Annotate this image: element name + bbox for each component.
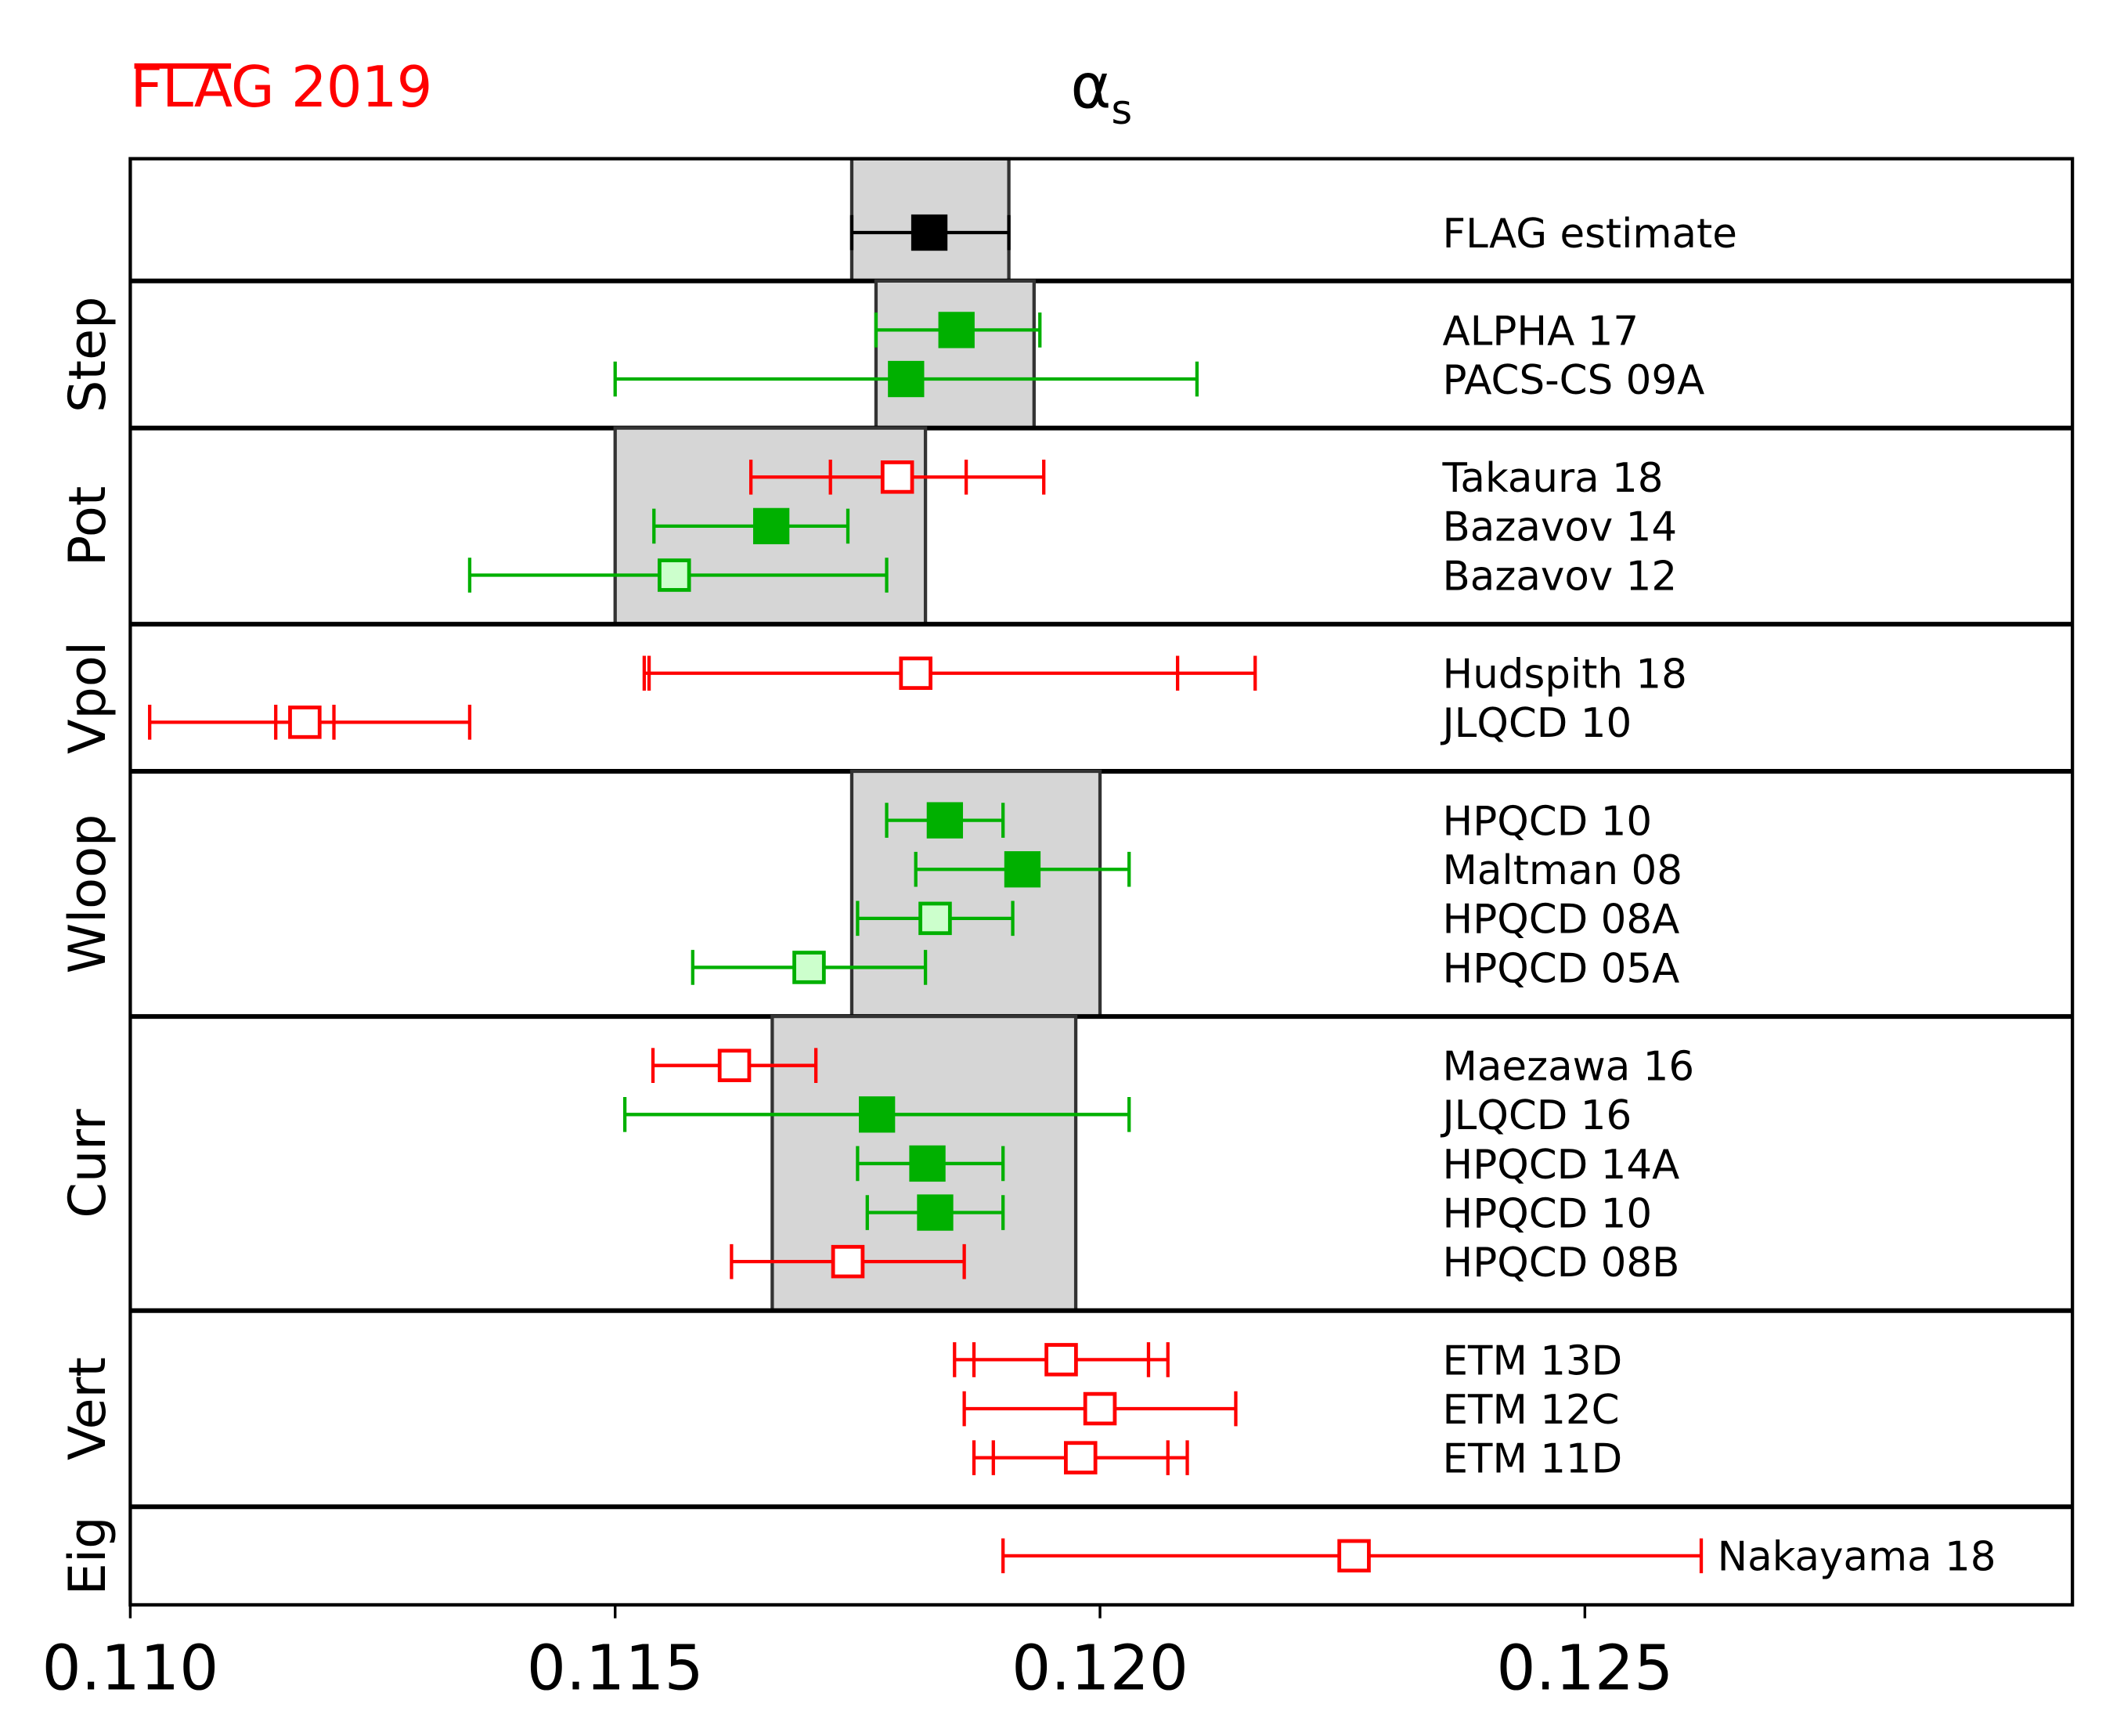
entry-label: HPQCD 10 [1443, 798, 1653, 845]
panel-label: Vert [58, 1357, 117, 1460]
marker [938, 312, 975, 348]
panel-label: Curr [58, 1109, 117, 1218]
data-point: Bazavov 12 [467, 553, 1678, 600]
entry-label: Nakayama 18 [1718, 1534, 1996, 1581]
entry-label: HPQCD 08A [1443, 897, 1680, 944]
marker [888, 360, 925, 398]
data-point: Bazavov 14 [652, 504, 1678, 551]
panel-label: Pot [58, 486, 117, 566]
marker [911, 214, 948, 251]
entry-label: HPQCD 10 [1443, 1190, 1653, 1237]
data-point: FLAG estimate [849, 211, 1737, 258]
data-point: PACS-CS 09A [613, 357, 1705, 404]
marker [880, 460, 914, 494]
entry-label: Bazavov 12 [1443, 553, 1678, 600]
data-point: Nakayama 18 [1001, 1534, 1996, 1581]
marker [1337, 1539, 1371, 1573]
data-point: Maezawa 16 [651, 1044, 1695, 1091]
marker [917, 1194, 954, 1231]
data-point: JLQCD 16 [622, 1092, 1632, 1139]
entry-label: ETM 12C [1443, 1387, 1620, 1434]
data-point: Takaura 18 [748, 455, 1664, 502]
data-point: ETM 13D [953, 1337, 1623, 1384]
x-tick-label: 0.125 [1496, 1633, 1673, 1705]
logo-overbar [134, 63, 232, 69]
average-band [849, 769, 1102, 1019]
flag-logo: FLAG 2019 [130, 54, 432, 120]
entry-label: Maltman 08 [1443, 847, 1682, 894]
marker [658, 558, 691, 592]
entry-label: ETM 11D [1443, 1436, 1623, 1483]
data-point: ALPHA 17 [874, 308, 1639, 355]
entry-label: PACS-CS 09A [1443, 357, 1705, 404]
entry-label: FLAG estimate [1443, 211, 1737, 258]
panel-eig: Eig Nakayama 18 [58, 1517, 1996, 1596]
panel-label: Vpol [58, 641, 117, 754]
data-point: HPQCD 10 [865, 1190, 1653, 1237]
marker [926, 802, 964, 839]
data-point: Maltman 08 [914, 847, 1682, 894]
entry-label: Maezawa 16 [1443, 1044, 1695, 1091]
data-point: HPQCD 14A [856, 1142, 1680, 1189]
data-point: ETM 11D [972, 1436, 1623, 1483]
data-point: HPQCD 08B [730, 1240, 1680, 1287]
x-tick-label: 0.115 [527, 1633, 704, 1705]
panel-label: Step [58, 297, 117, 413]
data-point: HPQCD 05A [691, 945, 1680, 992]
average-band [874, 279, 1036, 430]
data-point: Hudspith 18 [642, 651, 1687, 698]
marker [858, 1096, 896, 1133]
entry-label: Takaura 18 [1442, 455, 1664, 502]
marker [1004, 851, 1041, 888]
marker [752, 507, 790, 545]
marker [899, 656, 932, 691]
panel-label: Eig [58, 1517, 117, 1596]
marker [918, 901, 952, 936]
marker [1063, 1441, 1098, 1474]
entry-label: HPQCD 14A [1443, 1142, 1680, 1189]
x-tick-label: 0.120 [1012, 1633, 1188, 1705]
entry-label: ETM 13D [1443, 1337, 1623, 1384]
marker [717, 1048, 752, 1082]
entry-label: HPQCD 05A [1443, 945, 1680, 992]
entry-label: Bazavov 14 [1443, 504, 1678, 551]
data-point: ETM 12C [962, 1387, 1620, 1434]
data-point: JLQCD 10 [148, 700, 1632, 747]
data-point: HPQCD 08A [856, 897, 1680, 944]
entry-label: JLQCD 16 [1441, 1092, 1632, 1139]
entry-label: Hudspith 18 [1443, 651, 1687, 698]
entry-label: JLQCD 10 [1441, 700, 1632, 747]
entry-label: HPQCD 08B [1443, 1240, 1680, 1287]
panel-flag: FLAG estimate [849, 157, 1737, 283]
x-tick-label: 0.110 [41, 1633, 218, 1705]
marker [909, 1145, 946, 1182]
panel-label: Wloop [58, 814, 117, 974]
marker [1044, 1343, 1078, 1377]
data-point: HPQCD 10 [885, 798, 1653, 845]
marker [792, 951, 826, 984]
marker [288, 706, 322, 739]
entry-label: ALPHA 17 [1443, 308, 1639, 355]
marker [1083, 1391, 1117, 1426]
chart-title: αs [1070, 50, 1132, 134]
marker [831, 1244, 865, 1279]
